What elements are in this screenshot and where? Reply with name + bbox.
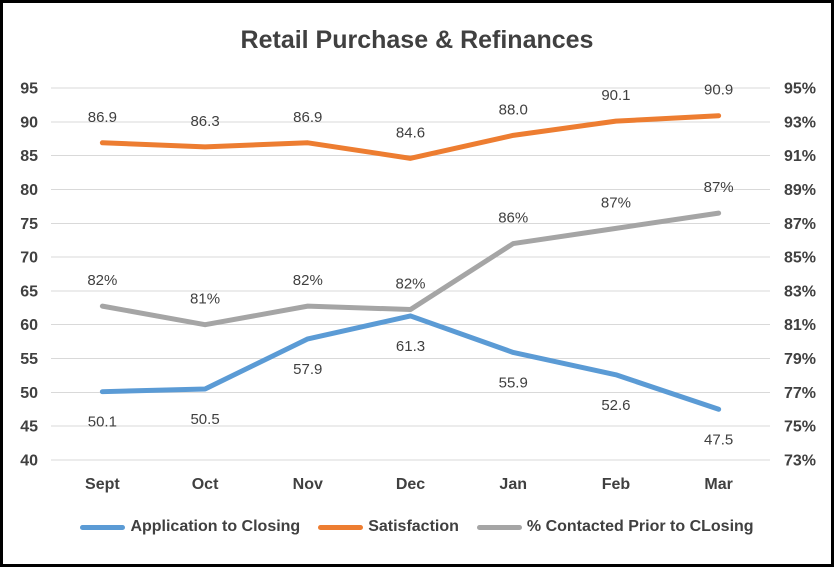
data-label-satisfaction: 86.9 — [293, 109, 322, 126]
left-axis-tick-label: 50 — [20, 385, 38, 402]
data-label-satisfaction: 86.3 — [190, 113, 219, 130]
left-axis-tick-label: 90 — [20, 114, 38, 131]
chart-legend: Application to Closing Satisfaction % Co… — [0, 511, 834, 543]
data-label-satisfaction: 90.9 — [704, 82, 733, 99]
left-axis-tick-label: 85 — [20, 148, 38, 165]
right-axis-tick-label: 89% — [784, 182, 816, 199]
left-axis-tick-label: 75 — [20, 216, 38, 233]
data-label-satisfaction: 86.9 — [88, 109, 117, 126]
right-axis-tick-label: 85% — [784, 250, 816, 267]
x-axis-label-sept: Sept — [85, 476, 120, 493]
right-axis-tick-label: 77% — [784, 385, 816, 402]
x-axis-label-oct: Oct — [192, 476, 219, 493]
data-label-application-to-closing: 55.9 — [499, 374, 528, 391]
data-label-satisfaction: 88.0 — [499, 101, 528, 118]
data-label-contacted-prior-to-closing: 86% — [498, 210, 528, 227]
right-axis-tick-label: 73% — [784, 453, 816, 470]
data-label-application-to-closing: 57.9 — [293, 361, 322, 378]
x-axis-label-feb: Feb — [602, 476, 631, 493]
left-axis-tick-label: 40 — [20, 453, 38, 470]
data-label-contacted-prior-to-closing: 82% — [87, 272, 117, 289]
legend-label: % Contacted Prior to CLosing — [526, 518, 754, 535]
legend-label: Application to Closing — [130, 518, 301, 535]
right-axis-tick-label: 87% — [784, 216, 816, 233]
legend-line-marker-icon — [318, 524, 364, 530]
left-axis-tick-label: 65 — [20, 283, 38, 300]
right-axis-tick-label: 93% — [784, 114, 816, 131]
data-label-contacted-prior-to-closing: 82% — [293, 272, 323, 289]
legend-line-marker-icon — [80, 524, 126, 530]
data-label-satisfaction: 90.1 — [601, 87, 630, 104]
left-axis-tick-label: 80 — [20, 182, 38, 199]
series-line-application-to-closing — [99, 313, 722, 412]
right-axis-tick-label: 79% — [784, 351, 816, 368]
left-axis-tick-label: 70 — [20, 250, 38, 267]
x-axis-label-dec: Dec — [396, 476, 425, 493]
chart-title: Retail Purchase & Refinances — [240, 26, 594, 54]
data-label-application-to-closing: 61.3 — [396, 338, 425, 355]
right-axis-tick-label: 75% — [784, 419, 816, 436]
data-label-contacted-prior-to-closing: 87% — [704, 179, 734, 196]
series-line-contacted-prior-to-closing — [99, 210, 722, 328]
data-label-contacted-prior-to-closing: 81% — [190, 291, 220, 308]
data-label-application-to-closing: 50.1 — [88, 414, 117, 431]
data-label-application-to-closing: 50.5 — [190, 411, 219, 428]
right-axis-tick-label: 91% — [784, 148, 816, 165]
legend-item-satisfaction: Satisfaction — [318, 518, 459, 536]
x-axis-label-jan: Jan — [499, 476, 527, 493]
legend-label: Satisfaction — [368, 518, 459, 535]
left-axis-tick-label: 45 — [20, 419, 38, 436]
right-axis-tick-label: 81% — [784, 317, 816, 334]
series-line-satisfaction — [99, 113, 722, 161]
right-axis-tick-label: 83% — [784, 283, 816, 300]
left-axis-tick-label: 60 — [20, 317, 38, 334]
legend-line-marker-icon — [476, 524, 522, 530]
data-label-application-to-closing: 52.6 — [601, 397, 630, 414]
data-label-contacted-prior-to-closing: 82% — [395, 276, 425, 293]
data-label-satisfaction: 84.6 — [396, 124, 425, 141]
right-axis-tick-label: 95% — [784, 81, 816, 98]
data-label-application-to-closing: 47.5 — [704, 431, 733, 448]
left-axis-tick-label: 55 — [20, 351, 38, 368]
data-label-contacted-prior-to-closing: 87% — [601, 194, 631, 211]
legend-item-application-to-closing: Application to Closing — [80, 518, 300, 536]
x-axis-label-mar: Mar — [704, 476, 732, 493]
legend-item-contacted-prior-to-closing: % Contacted Prior to CLosing — [476, 518, 754, 536]
x-axis-label-nov: Nov — [293, 476, 323, 493]
left-axis-tick-label: 95 — [20, 81, 38, 98]
